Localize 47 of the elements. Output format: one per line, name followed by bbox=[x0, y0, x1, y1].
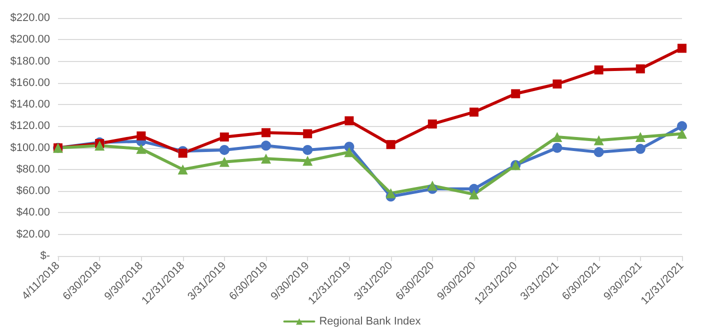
point bbox=[136, 131, 146, 140]
point bbox=[594, 135, 604, 146]
y-tick-label: $- bbox=[40, 250, 50, 262]
point bbox=[302, 156, 313, 166]
y-tick-label: $60.00 bbox=[16, 185, 50, 198]
point bbox=[678, 44, 686, 53]
y-tick-label: $160.00 bbox=[10, 76, 50, 89]
y-tick-label: $40.00 bbox=[16, 206, 50, 219]
y-tick-label: $220.00 bbox=[10, 12, 50, 24]
point bbox=[594, 65, 604, 74]
point bbox=[386, 188, 396, 198]
point bbox=[219, 144, 230, 155]
point bbox=[262, 128, 270, 138]
point bbox=[344, 116, 354, 126]
y-tick-label: $180.00 bbox=[10, 55, 50, 68]
y-tick-label: $140.00 bbox=[10, 98, 50, 111]
y-tick-label: $80.00 bbox=[16, 163, 50, 176]
point bbox=[386, 140, 396, 150]
point bbox=[303, 129, 312, 138]
point bbox=[427, 180, 438, 191]
point bbox=[302, 144, 313, 155]
y-tick-label: $200.00 bbox=[10, 34, 50, 46]
point bbox=[178, 148, 188, 158]
point bbox=[469, 189, 479, 200]
point bbox=[219, 156, 230, 167]
point bbox=[470, 108, 478, 117]
point bbox=[677, 128, 687, 139]
point bbox=[261, 154, 271, 164]
legend-label: Regional Bank Index bbox=[319, 316, 422, 328]
point bbox=[635, 132, 646, 142]
point bbox=[428, 120, 437, 129]
point bbox=[552, 132, 562, 142]
point bbox=[220, 132, 229, 142]
point bbox=[511, 89, 520, 98]
point bbox=[635, 144, 646, 154]
point bbox=[552, 79, 562, 88]
y-tick-label: $100.00 bbox=[10, 142, 50, 154]
point bbox=[178, 164, 188, 174]
y-tick-label: $20.00 bbox=[16, 228, 50, 240]
point bbox=[94, 140, 105, 151]
point bbox=[594, 147, 604, 158]
point bbox=[136, 144, 146, 154]
point bbox=[261, 140, 271, 151]
point bbox=[677, 121, 687, 132]
point bbox=[552, 142, 562, 153]
y-tick-label: $120.00 bbox=[10, 120, 50, 132]
point bbox=[636, 64, 645, 74]
